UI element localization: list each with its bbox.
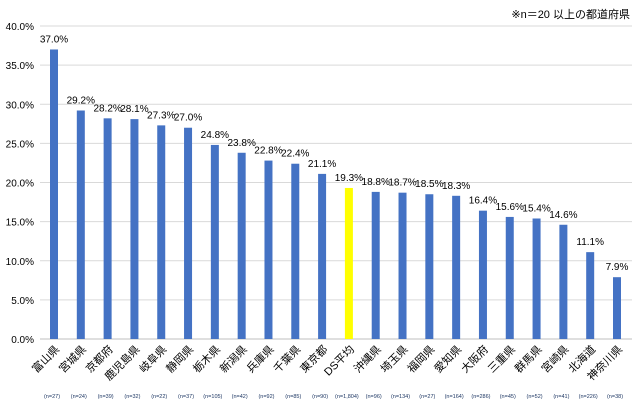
x-tick-label: 福岡県 [404, 342, 437, 375]
n-label: (n=134) [391, 394, 410, 400]
data-label: 7.9% [606, 262, 629, 273]
data-label: 28.1% [120, 104, 148, 115]
bar [264, 160, 273, 339]
bar [130, 119, 139, 340]
n-label: (n=226) [579, 394, 598, 400]
x-tick-label: 富山県 [29, 342, 62, 375]
bar [318, 173, 327, 339]
bar [559, 224, 568, 339]
x-tick-label: 大阪府 [458, 342, 491, 375]
y-tick-label: 30.0% [6, 100, 34, 111]
x-tick-label: 兵庫県 [243, 342, 276, 375]
data-label: 28.2% [93, 103, 121, 114]
x-tick-label: 栃木県 [190, 342, 223, 375]
n-label: (n=90) [312, 394, 328, 400]
bar [398, 192, 407, 339]
data-label: 11.1% [576, 237, 604, 248]
y-tick-label: 20.0% [6, 179, 34, 190]
data-label: 27.3% [147, 110, 175, 121]
bar [184, 127, 193, 339]
y-tick-label: 0.0% [11, 335, 34, 346]
y-tick-label: 25.0% [6, 139, 34, 150]
x-tick-label: 千葉県 [270, 342, 303, 375]
n-label: (n=96) [366, 394, 382, 400]
n-label: (n=38) [607, 394, 623, 400]
n-label: (n=45) [500, 394, 516, 400]
data-label: 22.8% [254, 146, 282, 157]
n-label: (n=42) [232, 394, 248, 400]
n-label: (n=52) [527, 394, 543, 400]
y-tick-label: 5.0% [11, 296, 34, 307]
n-label: (n=105) [203, 394, 222, 400]
x-tick-label: DS平均 [321, 343, 357, 379]
data-label: 29.2% [67, 96, 95, 107]
data-label: 14.6% [549, 210, 577, 221]
chart-note: ※n＝20 以上の都道府県 [511, 9, 630, 21]
n-label: (n=37) [178, 394, 194, 400]
bar [210, 144, 219, 339]
bar [157, 125, 166, 339]
data-label: 18.3% [442, 181, 470, 192]
n-label: (n=164) [445, 394, 464, 400]
bar [103, 118, 112, 340]
x-tick-label: 三重県 [485, 342, 518, 375]
n-label: (n=32) [124, 394, 140, 400]
data-label: 16.4% [469, 196, 497, 207]
bar [452, 195, 461, 339]
y-tick-label: 15.0% [6, 218, 34, 229]
x-tick-label: 埼玉県 [377, 342, 410, 375]
bar [586, 252, 595, 339]
n-label: (n=24) [71, 394, 87, 400]
n-label: (n=22) [151, 394, 167, 400]
x-tick-label: 沖縄県 [351, 342, 384, 375]
bar [425, 194, 434, 339]
data-label: 27.0% [174, 113, 202, 124]
n-label: (n=27) [419, 394, 435, 400]
data-label: 24.8% [201, 130, 229, 141]
data-label: 15.6% [496, 202, 524, 213]
n-label: (n=1,804) [335, 394, 359, 400]
n-label: (n=286) [471, 394, 490, 400]
n-label: (n=92) [258, 394, 274, 400]
data-label: 18.8% [362, 177, 390, 188]
data-label: 37.0% [40, 34, 68, 45]
bar [344, 187, 353, 339]
y-tick-label: 35.0% [6, 61, 34, 72]
bar [291, 163, 300, 339]
x-tick-label: 宮崎県 [538, 342, 571, 375]
n-label: (n=85) [285, 394, 301, 400]
bar [237, 152, 246, 339]
bar [613, 277, 621, 339]
bar [371, 191, 380, 339]
data-label: 18.5% [415, 179, 443, 190]
data-label: 21.1% [308, 159, 336, 170]
x-tick-label: 群馬県 [511, 342, 544, 375]
bar [478, 210, 487, 339]
x-tick-label: 愛知県 [431, 342, 464, 375]
n-label: (n=41) [553, 394, 569, 400]
n-label: (n=27) [44, 394, 60, 400]
n-label: (n=39) [98, 394, 114, 400]
y-tick-label: 40.0% [6, 22, 34, 33]
data-label: 19.3% [335, 173, 363, 184]
y-tick-label: 10.0% [6, 257, 34, 268]
x-tick-label: 岐阜県 [137, 343, 170, 376]
data-label: 22.4% [281, 149, 309, 160]
bar [505, 216, 514, 339]
bar [532, 218, 541, 339]
bar [76, 110, 85, 339]
x-tick-label: 宮城県 [56, 342, 89, 375]
x-tick-label: 静岡県 [163, 342, 196, 375]
data-label: 23.8% [227, 138, 255, 149]
data-label: 18.7% [388, 178, 416, 189]
bar [50, 49, 58, 339]
data-label: 15.4% [522, 203, 550, 214]
x-tick-label: 新潟県 [217, 342, 250, 375]
